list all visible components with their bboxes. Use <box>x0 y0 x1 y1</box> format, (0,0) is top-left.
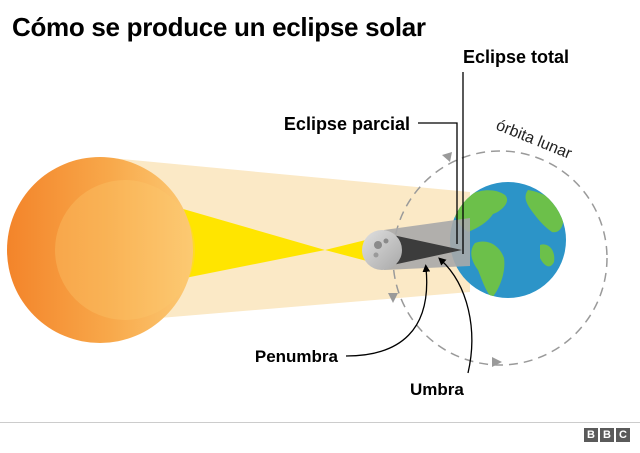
partial-eclipse-label: Eclipse parcial <box>284 114 410 134</box>
penumbra-label: Penumbra <box>255 347 339 366</box>
umbra-shadow <box>388 234 462 266</box>
umbra-leader <box>438 257 473 374</box>
bbc-logo-c: C <box>616 428 630 442</box>
bbc-logo-b2: B <box>600 428 614 442</box>
partial-eclipse-leader <box>418 122 458 244</box>
footer-divider <box>0 422 640 423</box>
total-eclipse-label: Eclipse total <box>463 47 569 67</box>
eclipse-diagram: Eclipse total Eclipse parcial órbita lun… <box>7 47 608 399</box>
sun-highlight <box>55 180 195 320</box>
orbit-arrow-bottom <box>492 357 502 367</box>
sun <box>7 157 193 343</box>
lunar-orbit-label: órbita lunar <box>494 117 575 163</box>
earth <box>450 182 566 298</box>
orbit-arrow-left <box>388 293 398 303</box>
penumbra-leader <box>345 264 431 357</box>
bbc-logo-b1: B <box>584 428 598 442</box>
umbra-label: Umbra <box>410 380 464 399</box>
bbc-logo: B B C <box>584 428 630 442</box>
moon <box>362 230 402 270</box>
page-title: Cómo se produce un eclipse solar <box>12 12 426 42</box>
orbit-arrow-top <box>442 152 452 162</box>
